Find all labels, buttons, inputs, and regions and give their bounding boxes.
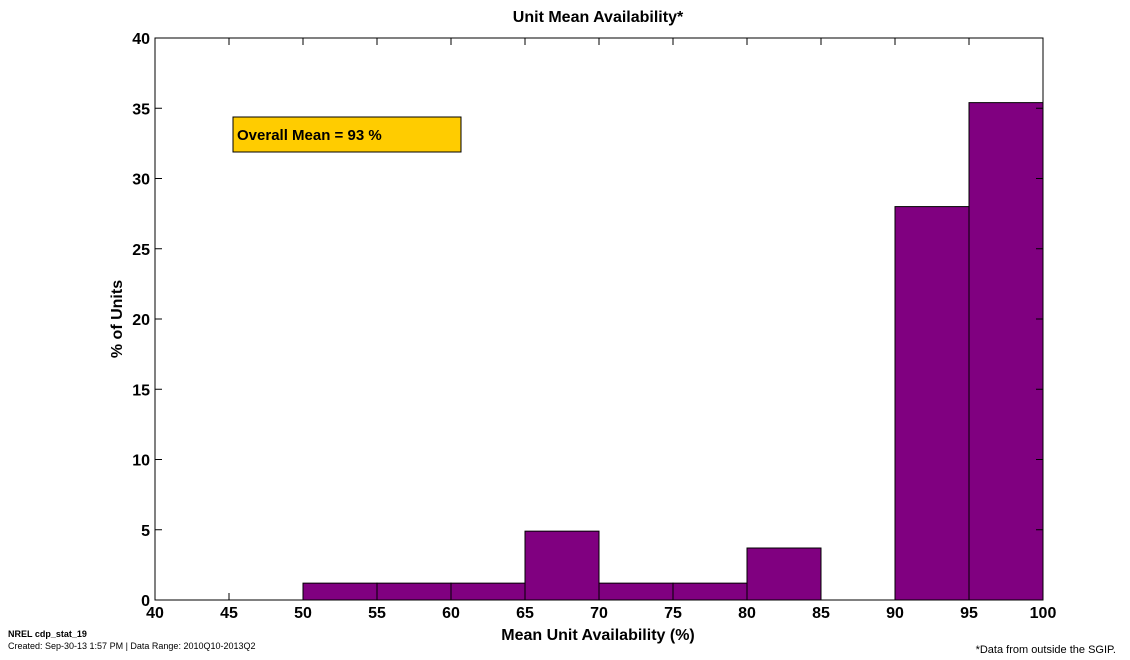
- bar-80-85: [746, 547, 822, 601]
- bars-group: [302, 102, 1044, 601]
- x-tick-label-100: 100: [1030, 605, 1057, 622]
- x-tick-label-90: 90: [886, 605, 904, 622]
- x-tick-label-55: 55: [368, 605, 386, 622]
- y-tick-label-10: 10: [132, 453, 150, 470]
- bar-90-95: [894, 206, 970, 601]
- x-tick-label-80: 80: [738, 605, 756, 622]
- ticks-group: 40 45 50 55 60 65 70 75 80 85 90 95 100 0 5 10 15 20 25 30 3…: [132, 31, 1056, 622]
- y-tick-label-0: 0: [141, 593, 150, 610]
- bar-55-60: [376, 582, 452, 601]
- annotation-text: Overall Mean = 93 %: [237, 127, 382, 144]
- y-tick-label-30: 30: [132, 172, 150, 189]
- bar-60-65: [450, 582, 526, 601]
- footer-chart-id: NREL cdp_stat_19: [8, 629, 87, 639]
- x-tick-label-85: 85: [812, 605, 830, 622]
- x-tick-label-45: 45: [220, 605, 238, 622]
- x-tick-label-95: 95: [960, 605, 978, 622]
- bar-70-75: [598, 582, 674, 601]
- annotation-box: [232, 116, 462, 153]
- y-tick-label-15: 15: [132, 382, 150, 399]
- y-tick-label-5: 5: [141, 523, 150, 540]
- x-tick-label-65: 65: [516, 605, 534, 622]
- bar-95-100: [968, 102, 1044, 601]
- x-tick-label-60: 60: [442, 605, 460, 622]
- bar-50-55: [302, 582, 378, 601]
- plot-frame: [154, 37, 1044, 601]
- y-tick-label-40: 40: [132, 31, 150, 48]
- x-tick-label-50: 50: [294, 605, 312, 622]
- y-tick-label-25: 25: [132, 242, 150, 259]
- y-tick-label-35: 35: [132, 101, 150, 118]
- bar-75-80: [672, 582, 748, 601]
- x-tick-label-75: 75: [664, 605, 682, 622]
- chart-title: Unit Mean Availability*: [513, 9, 684, 26]
- x-axis-label: Mean Unit Availability (%): [501, 627, 695, 644]
- x-tick-label-40: 40: [146, 605, 164, 622]
- footer-created-info: Created: Sep-30-13 1:57 PM | Data Range:…: [8, 641, 256, 651]
- y-axis-label: % of Units: [109, 280, 126, 358]
- annotation-group: Overall Mean = 93 %: [232, 116, 462, 153]
- x-tick-label-70: 70: [590, 605, 608, 622]
- footer-note: *Data from outside the SGIP.: [975, 644, 1116, 656]
- y-tick-label-20: 20: [132, 312, 150, 329]
- bar-65-70: [524, 530, 600, 601]
